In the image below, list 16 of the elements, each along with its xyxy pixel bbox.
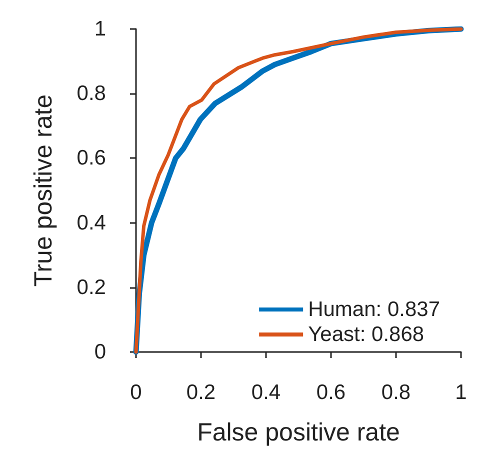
legend-label: Human: 0.837 <box>308 298 440 321</box>
x-tick-label: 0.2 <box>186 381 216 404</box>
x-tick-label: 0 <box>130 381 142 404</box>
x-tick-label: 1 <box>455 381 467 404</box>
y-tick-label: 0.6 <box>76 146 106 170</box>
y-tick-label: 0 <box>94 340 106 364</box>
x-tick-label: 0.4 <box>251 381 281 404</box>
x-axis-title: False positive rate <box>197 418 400 446</box>
x-tick-label: 0.6 <box>316 381 346 404</box>
y-tick-label: 0.4 <box>76 211 106 234</box>
x-tick-label: 0.8 <box>381 381 411 404</box>
y-axis-title: True positive rate <box>30 94 58 287</box>
y-tick-label: 1 <box>94 18 106 40</box>
y-tick-label: 0.8 <box>76 82 106 106</box>
legend-label: Yeast: 0.868 <box>308 323 424 346</box>
y-tick-label: 0.2 <box>76 276 106 299</box>
